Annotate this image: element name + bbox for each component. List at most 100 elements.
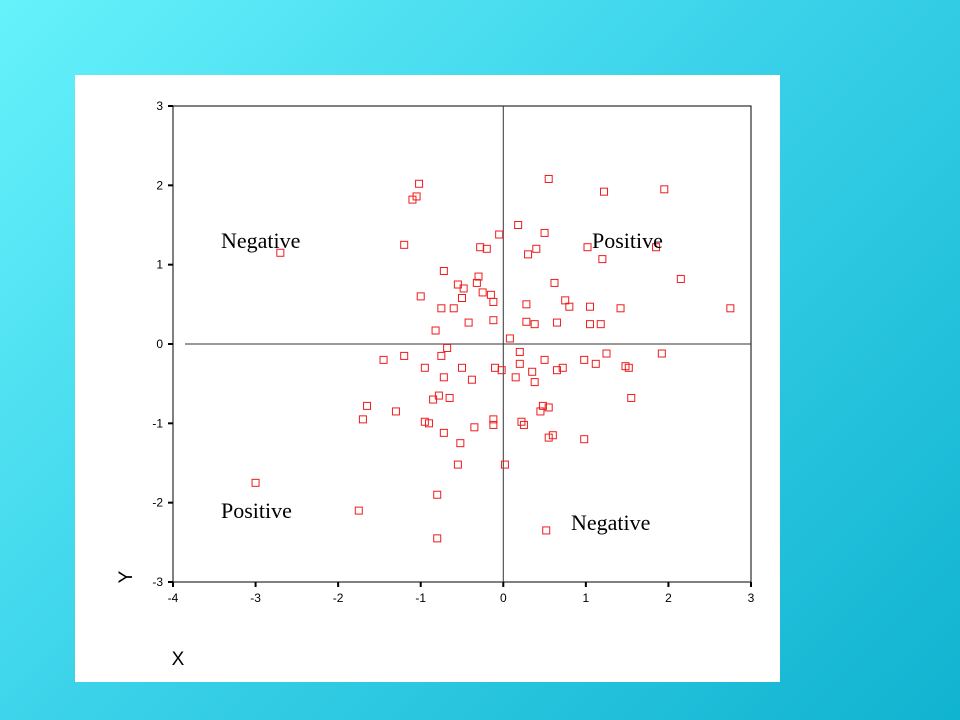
data-point (489, 316, 498, 325)
data-point (489, 415, 498, 424)
data-point (550, 278, 559, 287)
data-point (540, 228, 549, 237)
data-point (486, 290, 495, 299)
data-point (515, 359, 524, 368)
data-point (660, 185, 669, 194)
data-point (676, 274, 685, 283)
data-point (491, 363, 500, 372)
x-tick-label: 1 (583, 591, 590, 605)
data-point (420, 417, 429, 426)
y-tick-label: 2 (156, 178, 163, 192)
chart-panel: -4 -3 -2 -1 0 1 2 3 -3 -2 -1 0 1 2 3 X Y Negative Positive… (75, 75, 780, 682)
data-point (522, 317, 531, 326)
data-point (530, 320, 539, 329)
y-tick-label: 1 (156, 258, 163, 272)
data-point (598, 255, 607, 264)
data-point (602, 349, 611, 358)
data-point (400, 351, 409, 360)
data-point (544, 403, 553, 412)
data-point (596, 320, 605, 329)
data-point (552, 318, 561, 327)
y-tick-label: 3 (156, 99, 163, 113)
data-point (470, 423, 479, 432)
y-tick-label: -3 (152, 575, 163, 589)
data-point (424, 419, 433, 428)
data-point (528, 367, 537, 376)
data-point (515, 347, 524, 356)
x-tick-label: 3 (748, 591, 755, 605)
data-point (657, 349, 666, 358)
data-point (474, 272, 483, 281)
data-point (505, 334, 514, 343)
data-point (580, 355, 589, 364)
data-point (358, 415, 367, 424)
data-point (552, 366, 561, 375)
data-point (437, 304, 446, 313)
data-point (416, 292, 425, 301)
data-point (458, 363, 466, 372)
data-point (472, 278, 481, 287)
data-point (511, 373, 520, 382)
data-point (519, 420, 528, 429)
data-point (542, 526, 551, 535)
quadrant-label-lower-right: Negative (571, 510, 650, 535)
data-point (497, 366, 506, 375)
x-tick-label: 0 (500, 591, 507, 605)
data-point (400, 240, 409, 249)
data-point (482, 244, 491, 253)
data-point (453, 460, 462, 469)
data-point (536, 407, 545, 416)
x-tick-label: -2 (333, 591, 344, 605)
data-point (433, 490, 442, 499)
data-point (522, 300, 531, 309)
data-point (500, 460, 509, 469)
data-point (456, 439, 465, 448)
data-point (548, 431, 557, 440)
data-point (540, 355, 549, 364)
x-tick-label: -3 (250, 591, 261, 605)
data-point (544, 433, 553, 442)
data-point (538, 401, 547, 410)
data-point (652, 243, 661, 252)
data-point (616, 304, 625, 313)
data-point (580, 435, 589, 444)
x-tick-label: -1 (415, 591, 426, 605)
data-point (464, 318, 473, 327)
data-point (443, 343, 452, 352)
data-point (726, 304, 735, 313)
y-axis-title: Y (116, 570, 137, 583)
data-point (439, 267, 448, 276)
data-point (489, 297, 498, 306)
data-point (489, 420, 498, 429)
data-point (467, 375, 476, 384)
data-point (415, 179, 424, 188)
data-point (585, 320, 594, 329)
data-point (420, 363, 429, 372)
data-point (565, 302, 574, 311)
data-point (558, 363, 567, 372)
data-point (412, 192, 421, 201)
y-tick-label: -1 (152, 416, 163, 430)
y-tick-label: -2 (152, 496, 163, 510)
quadrant-label-upper-left: Negative (221, 228, 300, 253)
data-point (458, 293, 466, 302)
quadrant-label-upper-right: Positive (592, 228, 663, 253)
data-point (437, 351, 446, 360)
data-point (354, 506, 363, 515)
data-point (276, 248, 285, 257)
data-point (591, 359, 600, 368)
y-tick-label: 0 (156, 337, 163, 351)
data-point (530, 378, 539, 387)
data-point (379, 355, 388, 364)
data-point (449, 304, 458, 313)
x-tick-label: 2 (665, 591, 672, 605)
data-point (433, 534, 442, 543)
data-point (624, 363, 633, 372)
data-point (524, 250, 533, 259)
data-point (363, 401, 372, 410)
data-point (627, 393, 636, 402)
x-axis-title: X (172, 649, 185, 670)
x-tick-label: -4 (168, 591, 179, 605)
data-point (439, 373, 448, 382)
data-point (476, 243, 485, 252)
